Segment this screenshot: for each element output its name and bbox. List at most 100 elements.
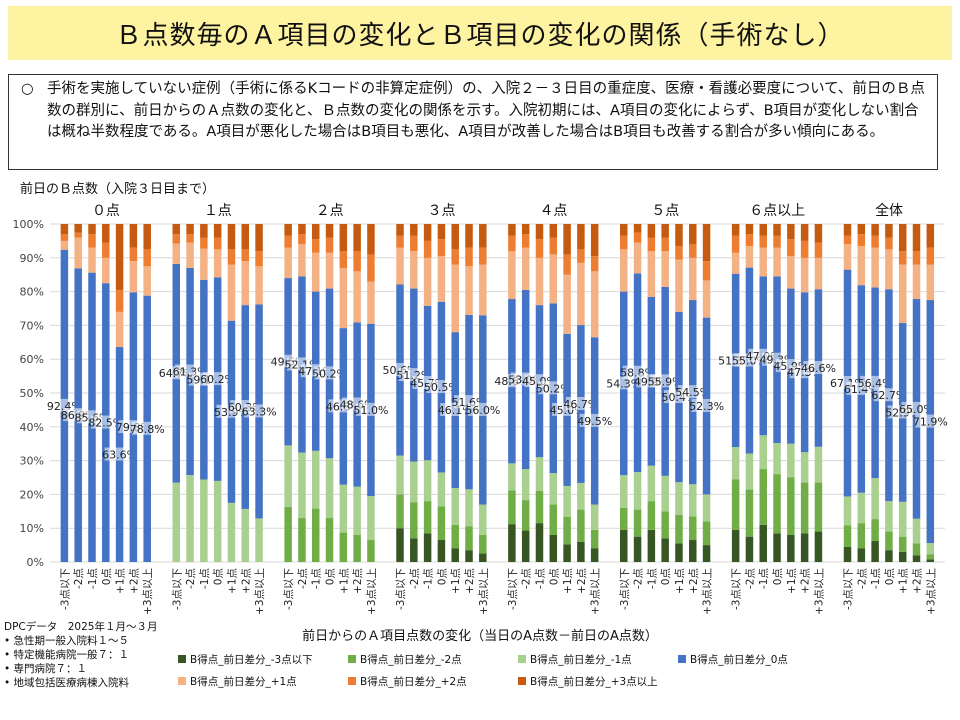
x-tick-label: +1点 — [226, 568, 238, 594]
bar-segment — [731, 529, 740, 562]
bar-segment — [620, 529, 628, 562]
bar-segment — [633, 224, 642, 233]
x-tick-label: +1点 — [115, 568, 127, 594]
bar-segment — [857, 245, 866, 286]
legend-label: B得点_前日差分_+3点以上 — [530, 675, 658, 688]
bar-segment — [814, 224, 823, 243]
bar-segment — [102, 224, 110, 243]
bar-segment — [479, 264, 487, 316]
data-label: 63.3% — [242, 405, 277, 418]
bar-segment — [898, 251, 907, 265]
data-label: 52.3% — [689, 400, 724, 413]
bar-segment — [912, 555, 921, 562]
bar-segment — [241, 224, 250, 250]
bar-segment — [311, 239, 320, 253]
data-label-bg — [314, 366, 345, 380]
x-tick-label: -1点 — [423, 568, 435, 589]
bar-segment — [200, 224, 208, 238]
bar-segment — [186, 242, 194, 268]
bar-segment — [620, 249, 628, 292]
bar-segment — [410, 538, 418, 562]
bar-segment — [633, 536, 642, 562]
data-label: 62.7% — [871, 389, 906, 402]
bar-segment — [912, 224, 921, 252]
bar-segment — [787, 239, 795, 257]
y-tick-label: 70% — [20, 319, 44, 332]
bar-segment — [129, 224, 138, 248]
bar-segment — [563, 224, 571, 255]
y-tick-label: 20% — [20, 488, 44, 501]
bar-segment — [143, 249, 151, 267]
bar-segment — [339, 251, 348, 268]
data-label-bg — [90, 415, 121, 429]
bar-segment — [745, 234, 754, 246]
bar-segment — [311, 224, 320, 240]
bar-segment — [186, 475, 194, 562]
data-label-bg — [538, 381, 569, 395]
bar-segment — [814, 531, 823, 562]
legend-entry: B得点_前日差分_+3点以上 — [518, 674, 678, 689]
bar-segment — [465, 247, 473, 267]
bar-segment — [759, 469, 767, 525]
bar-segment — [186, 224, 194, 235]
bar-segment — [731, 252, 740, 274]
x-tick-label: -3点以下 — [731, 568, 743, 610]
bar-segment — [633, 472, 642, 510]
bar-segment — [633, 232, 642, 243]
bar-segment — [284, 247, 292, 279]
x-tick-label: +3点以上 — [813, 568, 825, 615]
bar-segment — [325, 518, 334, 562]
bar-segment — [702, 521, 711, 546]
bar-segment — [172, 234, 181, 244]
data-label: 46.7% — [563, 398, 598, 411]
group-label: 全体 — [875, 202, 903, 219]
bar-segment — [396, 224, 404, 236]
bar-segment — [731, 224, 740, 236]
bar-segment — [549, 254, 558, 304]
summary-box: ○ 手術を実施していない症例（手術に係るKコードの非算定症例）の、入院２－３日目… — [8, 74, 938, 170]
bar-segment — [647, 237, 656, 252]
bar-segment — [521, 500, 530, 531]
x-tick-label: +2点 — [464, 568, 476, 594]
legend-swatch — [518, 655, 526, 663]
bar-segment — [423, 533, 432, 562]
bar-segment — [410, 224, 418, 236]
legend-label: B得点_前日差分_-1点 — [530, 653, 632, 666]
data-label: 63.6% — [102, 449, 137, 462]
footer-item: 専門病院７：１ — [4, 662, 157, 676]
data-label-bg — [803, 360, 834, 374]
bar-segment — [367, 496, 375, 541]
x-tick-label: +3点以上 — [254, 568, 266, 615]
bar-segment — [437, 506, 446, 541]
x-tick-label: +1点 — [786, 568, 798, 594]
bar-segment — [325, 224, 334, 238]
bar-segment — [521, 530, 530, 562]
bar-segment — [508, 224, 516, 236]
data-label: 54.5% — [675, 386, 710, 399]
x-tick-label: -3点以下 — [843, 568, 855, 610]
bar-segment — [508, 490, 516, 525]
bar-segment — [800, 482, 809, 534]
y-tick-label: 80% — [20, 286, 44, 299]
bar-segment — [620, 507, 628, 530]
bar-segment — [508, 251, 516, 300]
x-tick-label: -1点 — [311, 568, 323, 589]
data-label: 56.0% — [465, 404, 500, 417]
x-tick-label: +2点 — [800, 568, 812, 594]
bar-segment — [298, 244, 306, 277]
bar-segment — [871, 235, 879, 248]
bar-segment — [814, 482, 823, 532]
bar-segment — [255, 251, 263, 267]
bar-segment — [745, 489, 754, 537]
data-label-bg — [677, 385, 708, 399]
bar-segment — [590, 224, 599, 257]
bar-segment — [423, 460, 432, 502]
x-tick-label: +1点 — [898, 568, 910, 594]
bar-segment — [284, 506, 292, 562]
bar-segment — [479, 534, 487, 554]
bar-segment — [590, 529, 599, 549]
x-tick-label: -1点 — [646, 568, 658, 589]
bar-segment — [396, 455, 404, 495]
bar-segment — [284, 445, 292, 507]
bar-segment — [255, 266, 263, 305]
